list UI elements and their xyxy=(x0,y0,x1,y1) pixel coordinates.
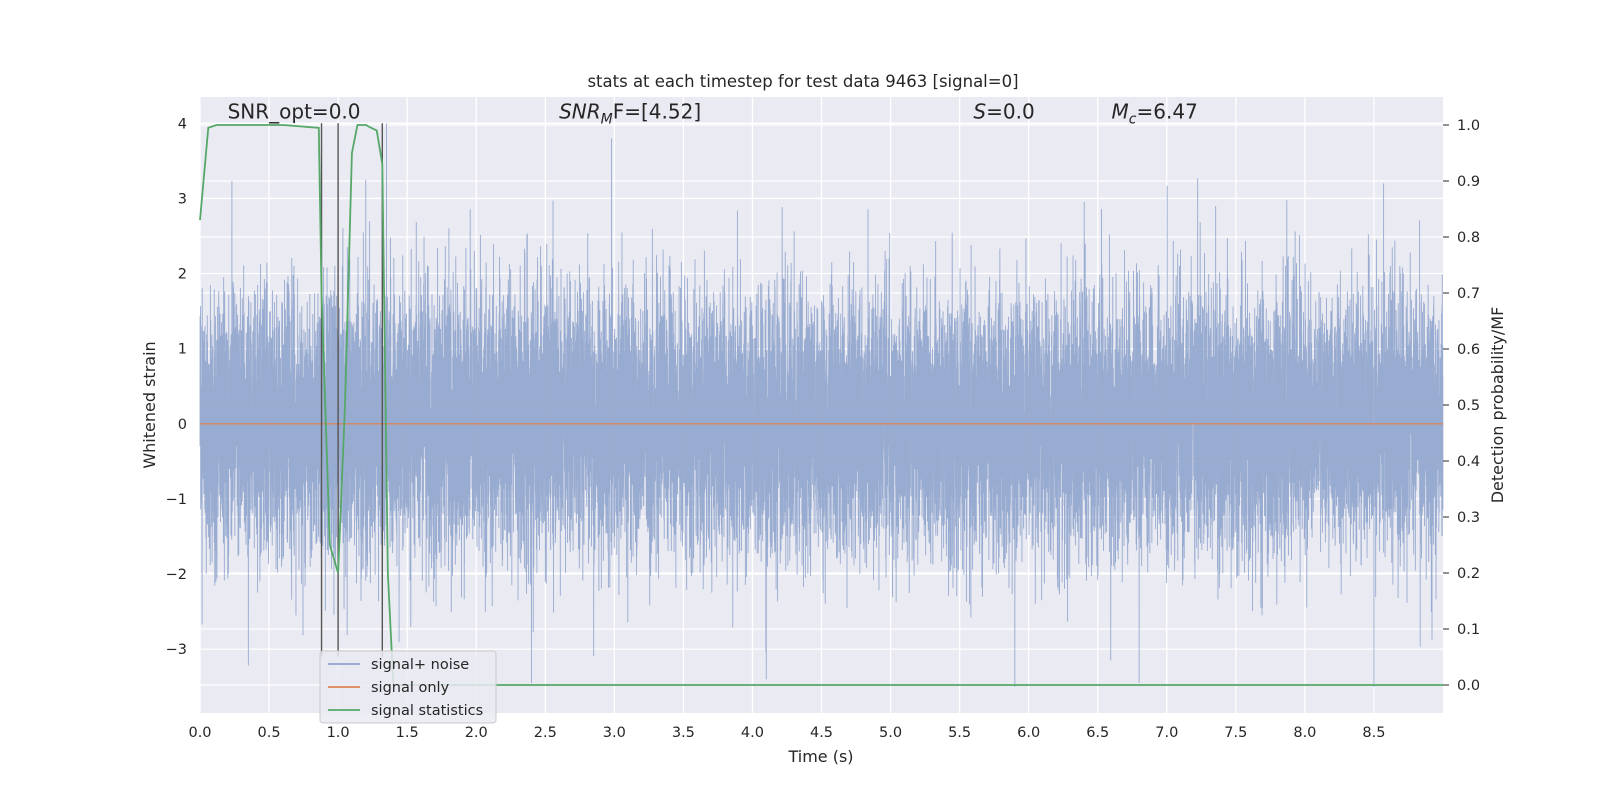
x-axis-ticks: 0.0 0.5 1.0 1.5 2.0 2.5 3.0 3.5 4.0 4.5 5.0 5.5 6.0 6… xyxy=(188,725,1385,741)
right-y-tick-label: 0.1 xyxy=(1457,622,1480,638)
left-y-axis-label: Whitened strain xyxy=(140,341,159,468)
x-tick-label: 5.0 xyxy=(879,725,902,741)
x-tick-label: 5.5 xyxy=(948,725,971,741)
right-y-axis-ticks: 1.0 0.9 0.8 0.7 0.6 0.5 0.4 0.3 0.2 0.1 0.0 xyxy=(1443,118,1480,694)
signal-noise-line xyxy=(199,123,1444,687)
x-tick-label: 7.5 xyxy=(1224,725,1247,741)
left-y-tick-label: −2 xyxy=(166,567,187,583)
left-y-tick-label: 2 xyxy=(178,267,187,283)
x-tick-label: 8.0 xyxy=(1293,725,1316,741)
left-y-axis-ticks: 4 3 2 1 0 −1 −2 −3 xyxy=(166,116,187,658)
x-tick-label: 6.5 xyxy=(1086,725,1109,741)
left-y-tick-label: 3 xyxy=(178,191,187,207)
x-axis-label: Time (s) xyxy=(787,747,853,766)
left-y-tick-label: −1 xyxy=(166,492,187,508)
annotation-mc: Mc=6.47 xyxy=(1112,99,1198,127)
left-y-tick-label: 1 xyxy=(178,342,187,358)
x-tick-label: 6.0 xyxy=(1017,725,1040,741)
annotation-s: S=0.0 xyxy=(973,99,1034,123)
x-tick-label: 3.5 xyxy=(672,725,695,741)
legend: signal+ noise signal only signal statist… xyxy=(319,650,497,724)
legend-label-signal: signal only xyxy=(371,680,450,696)
right-y-tick-label: 0.5 xyxy=(1457,398,1480,414)
right-y-axis-label: Detection probability/MF xyxy=(1488,307,1507,504)
right-y-tick-label: 0.6 xyxy=(1457,342,1480,358)
left-y-tick-label: −3 xyxy=(166,642,187,658)
right-y-tick-label: 0.3 xyxy=(1457,510,1480,526)
annotations: SNR_opt=0.0 SNRMF=[4.52] S=0.0 Mc=6.47 xyxy=(228,99,1198,127)
left-y-tick-label: 4 xyxy=(178,116,187,132)
x-tick-label: 3.0 xyxy=(603,725,626,741)
right-y-tick-label: 0.8 xyxy=(1457,230,1480,246)
x-tick-label: 2.0 xyxy=(465,725,488,741)
legend-box xyxy=(319,650,497,724)
right-y-tick-label: 0.9 xyxy=(1457,174,1480,190)
right-y-tick-label: 0.4 xyxy=(1457,454,1480,470)
x-tick-label: 8.5 xyxy=(1362,725,1385,741)
annotation-snr-mf: SNRMF=[4.52] xyxy=(559,99,701,127)
x-tick-label: 1.0 xyxy=(327,725,350,741)
x-tick-label: 7.0 xyxy=(1155,725,1178,741)
legend-label-stats: signal statistics xyxy=(371,703,483,719)
left-y-tick-label: 0 xyxy=(178,417,187,433)
x-tick-label: 4.5 xyxy=(810,725,833,741)
x-tick-label: 0.0 xyxy=(188,725,211,741)
right-y-tick-label: 0.2 xyxy=(1457,566,1480,582)
x-tick-label: 2.5 xyxy=(534,725,557,741)
right-y-tick-label: 0.0 xyxy=(1457,678,1480,694)
x-tick-label: 4.0 xyxy=(741,725,764,741)
right-y-tick-label: 0.7 xyxy=(1457,286,1480,302)
series-signal-noise xyxy=(199,123,1444,687)
x-tick-label: 0.5 xyxy=(258,725,281,741)
x-tick-label: 1.5 xyxy=(396,725,419,741)
annotation-snr-opt: SNR_opt=0.0 xyxy=(228,99,361,123)
legend-label-noise: signal+ noise xyxy=(371,657,469,673)
chart-title: stats at each timestep for test data 946… xyxy=(587,72,1018,91)
right-y-tick-label: 1.0 xyxy=(1457,118,1480,134)
